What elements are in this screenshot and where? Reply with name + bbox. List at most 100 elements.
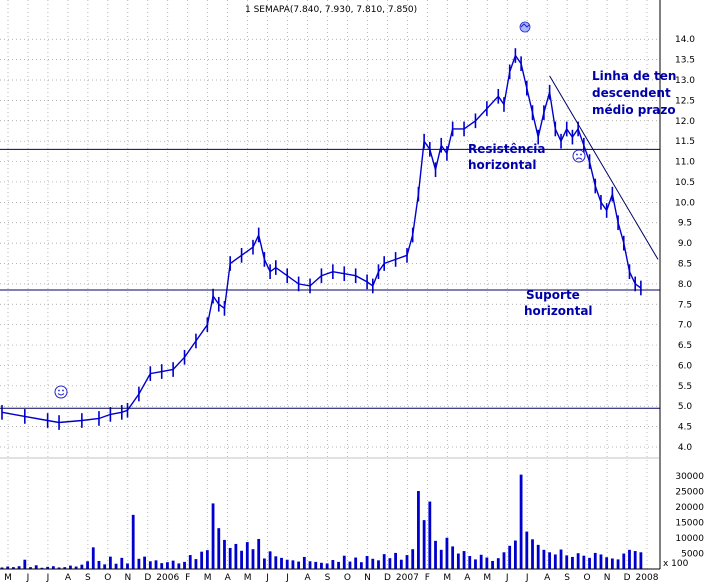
time-tick-label: N xyxy=(124,573,131,582)
time-tick-label: O xyxy=(344,573,351,582)
price-tick-label: 11.0 xyxy=(675,158,695,168)
volume-bar xyxy=(582,555,586,569)
time-tick-label: J xyxy=(265,573,269,582)
volume-bar xyxy=(143,556,147,569)
volume-bar xyxy=(297,561,301,569)
volume-bar xyxy=(217,528,221,569)
volume-bar xyxy=(439,549,443,569)
volume-bar xyxy=(548,552,552,569)
volume-bar xyxy=(462,551,466,569)
volume-bar xyxy=(491,560,494,569)
time-tick-label: A xyxy=(464,573,471,582)
volume-bar xyxy=(365,556,369,569)
volume-bar xyxy=(23,559,27,569)
volume-bar xyxy=(137,558,141,569)
time-tick-label: 2007 xyxy=(396,573,419,582)
time-tick-label: S xyxy=(564,573,570,582)
volume-bar xyxy=(348,561,352,569)
volume-bar xyxy=(474,559,477,569)
volume-bar xyxy=(320,562,323,569)
time-tick-label: A xyxy=(544,573,551,582)
price-tick-label: 7.0 xyxy=(678,321,693,331)
volume-bar xyxy=(628,549,631,569)
support-label-line2: horizontal xyxy=(524,304,593,318)
price-tick-label: 9.5 xyxy=(678,219,692,229)
volume-bar xyxy=(160,563,164,569)
volume-bar xyxy=(291,560,295,569)
volume-bar xyxy=(200,551,204,569)
volume-bar xyxy=(513,540,517,569)
time-tick-label: O xyxy=(104,573,111,582)
price-tick-label: 6.5 xyxy=(678,341,692,351)
price-axis-ticks: 4.0 4.5 5.0 5.5 6.0 6.5 7.0 7.5 8.0 8.5 9.0 9.5 10.0… xyxy=(675,35,695,453)
time-tick-label: M xyxy=(204,573,212,582)
time-tick-label: D xyxy=(144,573,151,582)
volume-bar xyxy=(468,556,472,569)
volume-bar xyxy=(51,566,55,569)
price-tick-label: 12.0 xyxy=(675,117,695,127)
time-tick-label: J xyxy=(26,573,30,582)
price-tick-label: 14.0 xyxy=(675,35,695,45)
volume-bar xyxy=(599,554,603,569)
volume-bar xyxy=(331,560,335,569)
volume-bar xyxy=(354,557,358,569)
volume-bar xyxy=(411,549,415,569)
time-tick-label: A xyxy=(304,573,311,582)
price-tick-label: 5.0 xyxy=(678,402,693,412)
volume-bar xyxy=(91,547,95,569)
volume-bar xyxy=(542,549,546,569)
volume-bar xyxy=(131,514,135,569)
trend-label-line3: médio prazo xyxy=(592,103,676,117)
time-tick-label: D xyxy=(384,573,391,582)
time-tick-label: A xyxy=(225,573,232,582)
volume-bar xyxy=(337,561,340,569)
support-resistance-lines xyxy=(0,75,660,409)
time-tick-label: N xyxy=(604,573,611,582)
price-line xyxy=(1,53,642,424)
price-tick-label: 7.5 xyxy=(678,300,692,310)
axes xyxy=(0,0,661,570)
time-axis-labels: M J J A S O N D 2006 F M A M J J A S O N D 2007 F M A M J J A S O N D 20… xyxy=(4,573,659,582)
volume-bar xyxy=(428,501,432,569)
time-tick-label: J xyxy=(285,573,289,582)
time-tick-label: 2008 xyxy=(636,573,659,582)
volume-bar xyxy=(394,552,397,569)
time-tick-label: J xyxy=(505,573,509,582)
time-tick-label: A xyxy=(65,573,72,582)
support-label-line1: Suporte xyxy=(526,288,580,302)
volume-bar xyxy=(445,537,449,569)
volume-bar xyxy=(588,557,591,569)
volume-bar xyxy=(502,552,506,569)
time-tick-label: J xyxy=(525,573,529,582)
volume-bar xyxy=(6,566,10,569)
volume-bar xyxy=(371,558,375,569)
volume-bar xyxy=(74,566,78,569)
volume-bar xyxy=(251,549,255,569)
volume-bar xyxy=(308,561,312,569)
volume-tick-label: 25000 xyxy=(675,488,704,498)
time-tick-label: F xyxy=(185,573,190,582)
volume-bar xyxy=(268,551,272,569)
volume-bar xyxy=(211,503,215,569)
volume-unit-label: x 100 xyxy=(663,559,689,569)
volume-tick-label: 15000 xyxy=(675,519,704,529)
volume-bar xyxy=(57,567,61,569)
volume-bar xyxy=(245,542,249,569)
volume-bar xyxy=(610,558,614,569)
volume-bar xyxy=(531,539,534,569)
volume-bar xyxy=(280,557,283,569)
volume-bar xyxy=(205,550,209,569)
time-tick-label: S xyxy=(325,573,331,582)
volume-bar xyxy=(223,539,226,569)
volume-bar xyxy=(496,558,500,569)
volume-bar xyxy=(234,543,238,569)
volume-bar xyxy=(228,547,232,569)
volume-bar xyxy=(325,563,329,569)
volume-bar xyxy=(171,560,175,569)
volume-bar xyxy=(434,540,437,569)
volume-bar xyxy=(183,561,186,569)
volume-bar xyxy=(40,567,44,569)
price-tick-label: 6.0 xyxy=(678,361,693,371)
